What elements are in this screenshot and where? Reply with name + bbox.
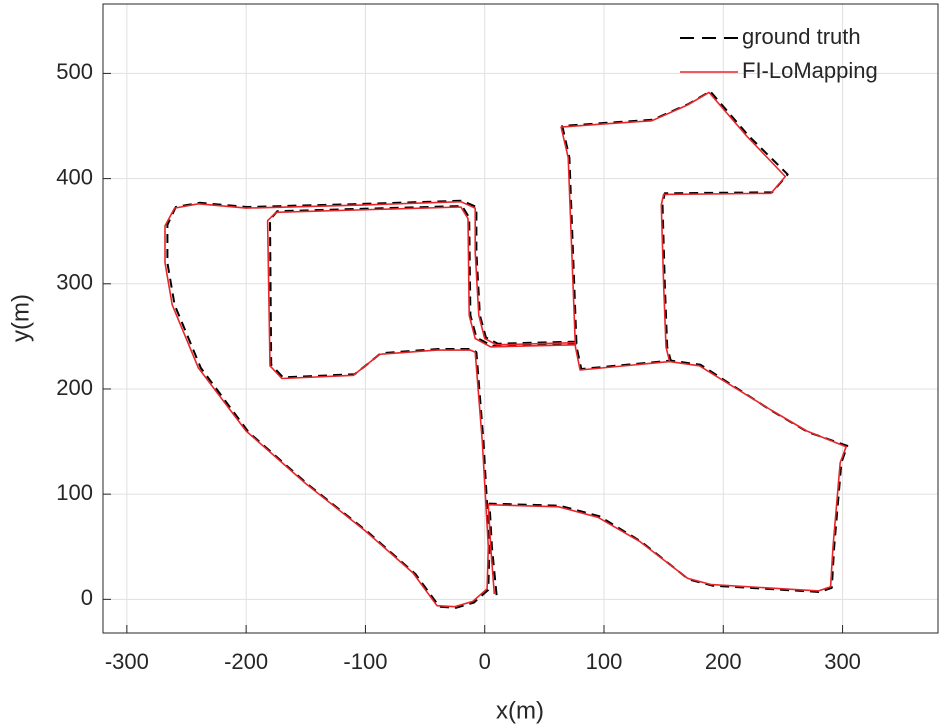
x-tick-label: -200 xyxy=(224,649,268,674)
axes-box xyxy=(102,3,939,634)
x-tick-label: 200 xyxy=(705,649,742,674)
y-tick-label: 0 xyxy=(81,585,93,610)
series-line xyxy=(164,91,847,608)
y-tick-label: 500 xyxy=(56,59,93,84)
y-tick-label: 100 xyxy=(56,480,93,505)
x-tick-label: -300 xyxy=(105,649,149,674)
x-tick-label: 0 xyxy=(479,649,491,674)
x-tick-label: -100 xyxy=(343,649,387,674)
legend-label: FI-LoMapping xyxy=(742,58,878,83)
legend-label: ground truth xyxy=(742,24,861,49)
x-tick-label: 300 xyxy=(824,649,861,674)
y-axis-label: y(m) xyxy=(7,294,34,342)
y-tick-label: 200 xyxy=(56,375,93,400)
x-axis-label: x(m) xyxy=(496,697,544,724)
y-tick-label: 300 xyxy=(56,270,93,295)
x-tick-label: 100 xyxy=(586,649,623,674)
plot-lines xyxy=(164,90,849,609)
legend: ground truth FI-LoMapping xyxy=(680,24,878,83)
y-tick-label: 400 xyxy=(56,164,93,189)
